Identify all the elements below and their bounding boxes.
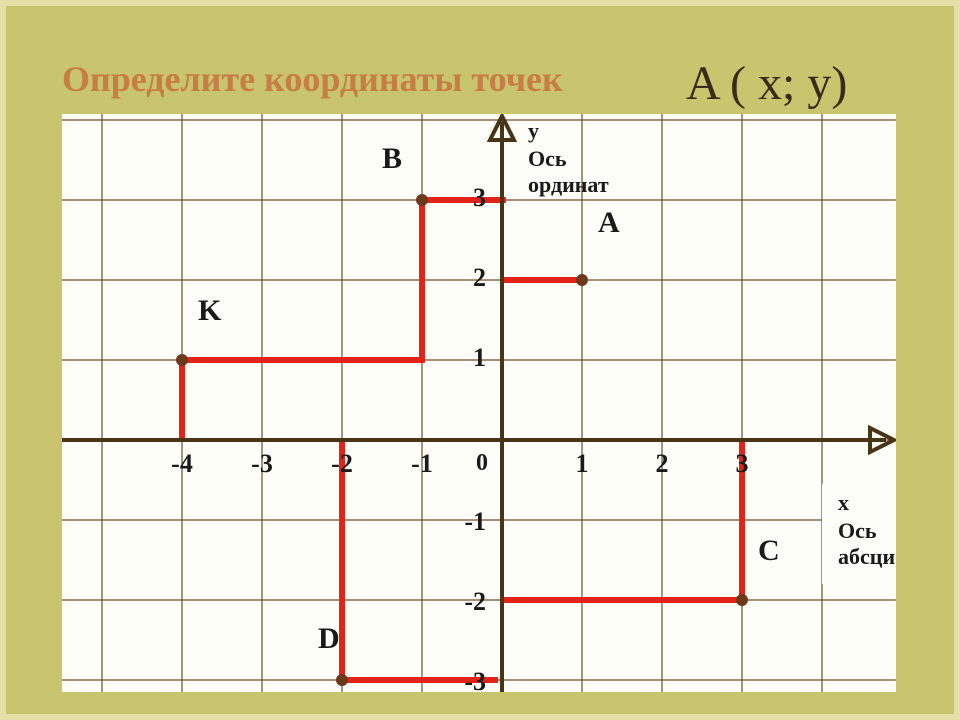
y-axis-sublabel: ординат <box>528 172 609 197</box>
coordinate-chart: -4-3-2-1123321-1-2-30yОсьординатxОсьабсц… <box>62 114 896 692</box>
y-tick-label: -2 <box>464 587 486 616</box>
y-axis-sublabel: Ось <box>528 146 567 171</box>
x-axis-label: x <box>838 490 849 515</box>
point-label-b: B <box>382 142 402 175</box>
x-tick-label: -3 <box>251 449 273 478</box>
slide-title: Определите координаты точек <box>62 58 563 100</box>
point-label-c: C <box>758 534 780 567</box>
x-tick-label: -4 <box>171 449 193 478</box>
y-tick-label: 2 <box>473 263 486 292</box>
x-tick-label: 3 <box>736 449 749 478</box>
slide: Определите координаты точек A ( x; y) -4… <box>0 0 960 720</box>
x-tick-label: 1 <box>576 449 589 478</box>
x-axis-sublabel: абсцисс <box>838 544 896 569</box>
point-b <box>416 194 428 206</box>
y-tick-label: 3 <box>473 183 486 212</box>
point-d <box>336 674 348 686</box>
slide-notation: A ( x; y) <box>686 56 847 111</box>
point-label-d: D <box>318 622 340 655</box>
point-c <box>736 594 748 606</box>
point-a <box>576 274 588 286</box>
y-tick-label: -3 <box>464 667 486 692</box>
x-tick-label: 2 <box>656 449 669 478</box>
x-tick-label: -2 <box>331 449 353 478</box>
y-tick-label: 1 <box>473 343 486 372</box>
x-axis-sublabel: Ось <box>838 518 877 543</box>
y-axis-label: y <box>528 118 539 143</box>
origin-label: 0 <box>476 450 488 476</box>
point-label-k: K <box>198 294 222 327</box>
guide-path <box>182 200 506 440</box>
y-tick-label: -1 <box>464 507 486 536</box>
point-label-a: A <box>598 206 620 239</box>
x-tick-label: -1 <box>411 449 433 478</box>
point-k <box>176 354 188 366</box>
